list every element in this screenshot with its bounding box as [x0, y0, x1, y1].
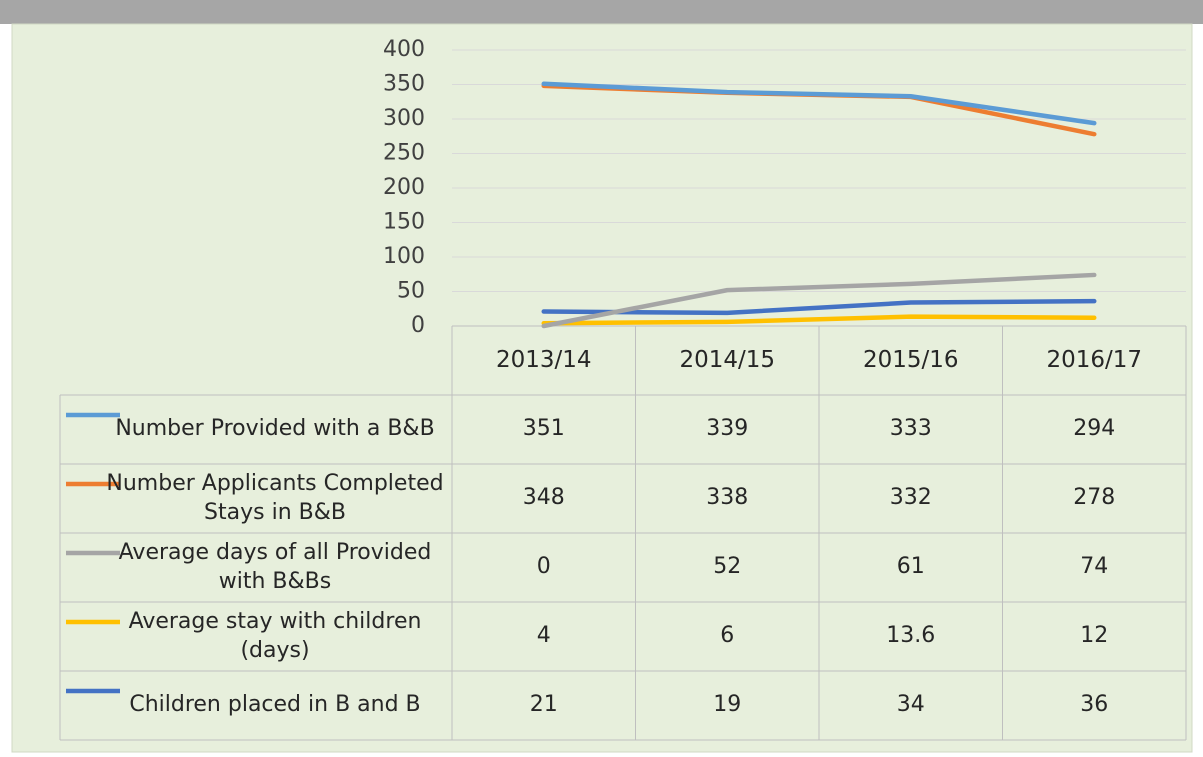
data-label: 338 [706, 485, 749, 511]
y-tick-label: 50 [397, 279, 425, 304]
data-label: 333 [889, 416, 932, 442]
legend-label: Average days of all Provided with B&Bs [118, 539, 432, 594]
data-label: 21 [529, 692, 558, 718]
legend-label: Number Provided with a B&B [115, 416, 435, 442]
data-label: 12 [1080, 623, 1109, 649]
data-label: 13.6 [886, 623, 936, 649]
data-label: 294 [1073, 416, 1116, 442]
x-tick-label: 2015/16 [862, 346, 959, 373]
series-line [541, 314, 1097, 326]
y-tick-label: 150 [383, 210, 425, 235]
series-line [541, 298, 1097, 316]
x-tick-label: 2013/14 [495, 346, 592, 373]
data-label: 339 [706, 416, 749, 442]
y-tick-label: 350 [383, 72, 425, 97]
y-tick-label: 100 [383, 244, 425, 269]
series-line [541, 81, 1097, 126]
data-label: 34 [896, 692, 925, 718]
data-label: 36 [1080, 692, 1109, 718]
x-tick-label: 2014/15 [679, 346, 776, 373]
data-label: 348 [522, 485, 565, 511]
y-tick-label: 250 [383, 141, 425, 166]
data-label: 19 [713, 692, 742, 718]
y-tick-label: 0 [411, 313, 425, 338]
data-label: 351 [522, 416, 565, 442]
title-bar [0, 0, 1203, 24]
y-tick-label: 400 [383, 37, 425, 62]
data-label: 4 [536, 623, 551, 649]
legend-label: Children placed in B and B [129, 692, 421, 718]
data-label: 332 [889, 485, 932, 511]
data-label: 52 [713, 554, 742, 580]
legend-label: Number Applicants Completed Stays in B&B [106, 470, 444, 525]
legend-label: Average stay with children (days) [128, 608, 422, 663]
data-label: 74 [1080, 554, 1109, 580]
y-tick-label: 200 [383, 175, 425, 200]
chart-area [11, 23, 1193, 753]
data-label: 6 [720, 623, 735, 649]
data-label: 278 [1073, 485, 1116, 511]
x-tick-label: 2016/17 [1046, 346, 1143, 373]
data-label: 61 [896, 554, 925, 580]
y-tick-label: 300 [383, 106, 425, 131]
data-label: 0 [536, 554, 551, 580]
series-line [541, 272, 1097, 329]
